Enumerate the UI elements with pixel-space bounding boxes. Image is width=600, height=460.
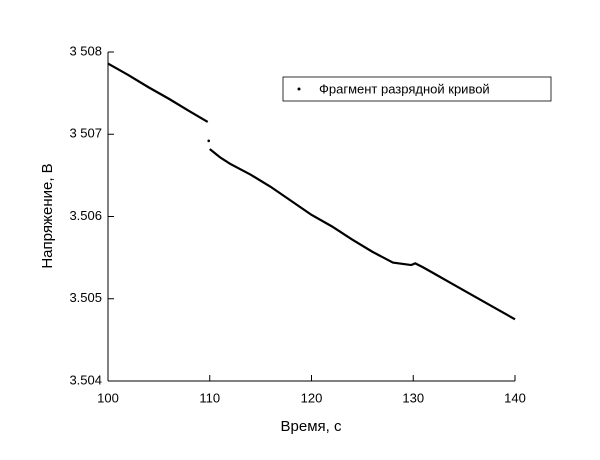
x-axis-label: Время, с: [281, 418, 342, 435]
x-tick-label: 120: [301, 390, 323, 405]
legend-marker: [297, 87, 301, 91]
y-axis-label: Напряжение, В: [39, 163, 56, 268]
y-tick-label: 3.505: [69, 290, 102, 305]
legend-box: [282, 76, 552, 102]
x-tick-label: 110: [199, 390, 220, 405]
x-tick-label: 130: [402, 390, 424, 405]
data-point: [207, 139, 211, 143]
data-line: [209, 148, 516, 321]
legend-label: Фрагмент разрядной кривой: [319, 81, 490, 96]
y-tick-label: 3 508: [69, 43, 102, 58]
y-tick-label: 3.504: [69, 372, 102, 387]
x-tick-label: 100: [97, 390, 119, 405]
data-line: [107, 62, 209, 123]
y-tick-label: 3.506: [69, 208, 102, 223]
x-tick-label: 140: [504, 390, 526, 405]
y-tick-label: 3 507: [69, 126, 102, 141]
